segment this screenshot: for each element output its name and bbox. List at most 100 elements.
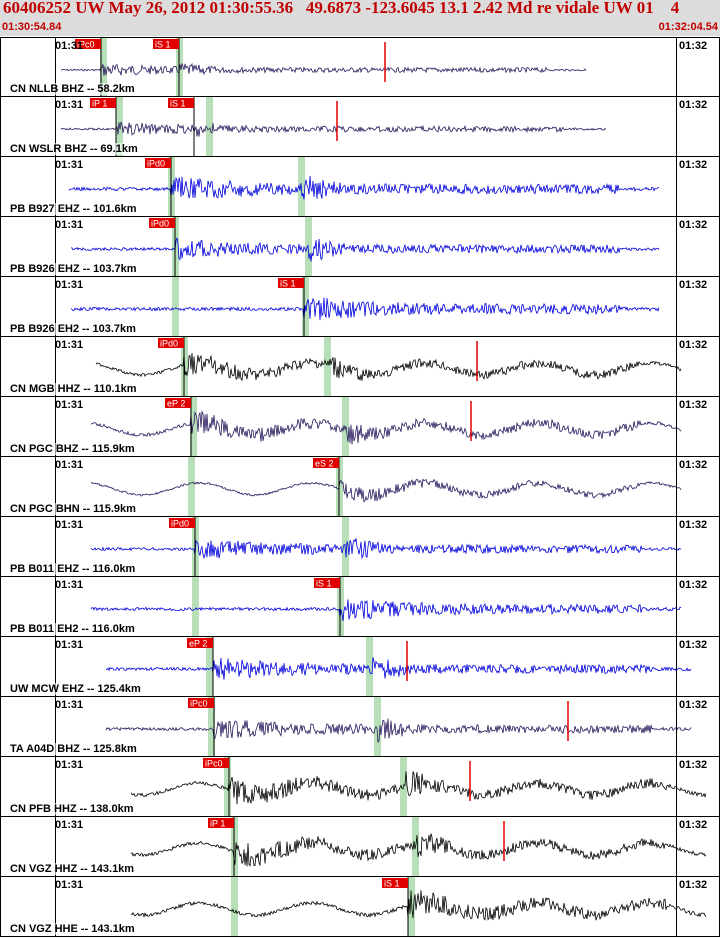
time-tick-left: 01:31	[55, 99, 84, 111]
minute-gridline	[55, 817, 56, 876]
minute-gridline	[55, 157, 56, 216]
seismogram-panel[interactable]: eP 2 01:31 01:32 UW MCW EHZ -- 125.4km	[0, 637, 720, 697]
time-tick-left: 01:31	[55, 579, 84, 591]
station-label: CN PGC BHN -- 115.9km	[10, 503, 136, 515]
time-tick-left: 01:31	[55, 279, 84, 291]
waveform-plot: eP 2	[105, 637, 692, 696]
seismogram-panel[interactable]: iPd0 01:31 01:32 PB B011 EHZ -- 116.0km	[0, 517, 720, 577]
pick-window	[224, 757, 231, 816]
pick-flag	[203, 758, 229, 768]
minute-gridline	[676, 757, 677, 816]
waveform-plot: iP 1	[130, 817, 707, 876]
event-title: 60406252 UW May 26, 2012 01:30:55.36 49.…	[3, 0, 680, 17]
time-tick-right: 01:32	[679, 279, 708, 291]
time-tick-right: 01:32	[679, 399, 708, 411]
station-label: CN WSLR BHZ -- 69.1km	[10, 143, 138, 155]
pick-window	[231, 877, 238, 936]
time-tick-right: 01:32	[679, 99, 708, 111]
pick-window	[366, 637, 373, 696]
seismogram-stack: iPc0 iS 1 01:31 01:32 CN NLLB BHZ -- 58.2km i…	[0, 37, 720, 938]
time-tick-left: 01:31	[55, 159, 84, 171]
waveform-trace	[130, 771, 707, 805]
waveform-plot: iS 1	[90, 577, 682, 636]
minute-gridline	[55, 517, 56, 576]
seismogram-panel[interactable]: eP 2 01:31 01:32 CN PGC BHZ -- 115.9km	[0, 397, 720, 457]
window-start-time: 01:30:54.84	[2, 21, 62, 33]
waveform-trace	[130, 833, 707, 867]
pick-window	[305, 217, 312, 276]
pick-label: iPc0	[77, 40, 95, 50]
pick-window	[190, 397, 197, 456]
pick-label: iS 1	[170, 99, 186, 109]
pick-label: iS 1	[384, 879, 400, 889]
station-label: CN VGZ HHE -- 143.1km	[10, 923, 135, 935]
waveform-trace	[60, 121, 607, 137]
time-tick-left: 01:31	[55, 519, 84, 531]
minute-gridline	[676, 337, 677, 396]
seismogram-panel[interactable]: iPd0 01:31 01:32 PB B926 EHZ -- 103.7km	[0, 217, 720, 277]
pick-label: eP 2	[189, 639, 207, 649]
pick-window	[188, 457, 195, 516]
minute-gridline	[676, 277, 677, 336]
waveform-trace	[60, 62, 587, 76]
pick-label: iP 1	[210, 819, 225, 829]
time-tick-right: 01:32	[679, 459, 708, 471]
time-tick-right: 01:32	[679, 699, 708, 711]
station-label: CN NLLB BHZ -- 58.2km	[10, 83, 135, 95]
waveform-plot: iPd0	[95, 337, 682, 396]
seismogram-panel[interactable]: iP 1 01:31 01:32 CN VGZ HHZ -- 143.1km	[0, 817, 720, 877]
seismogram-panel[interactable]: iPc0 iS 1 01:31 01:32 CN NLLB BHZ -- 58.2km	[0, 37, 720, 97]
pick-label: iPd0	[147, 159, 165, 169]
minute-gridline	[676, 817, 677, 876]
station-label: PB B011 EH2 -- 116.0km	[10, 623, 135, 635]
pick-flag	[169, 518, 195, 528]
pick-flag	[90, 98, 116, 108]
seismogram-panel[interactable]: iP 1 iS 1 01:31 01:32 CN WSLR BHZ -- 69.1km	[0, 97, 720, 157]
seismogram-panel[interactable]: eS 2 01:31 01:32 CN PGC BHN -- 115.9km	[0, 457, 720, 517]
seismogram-panel[interactable]: iS 1 01:31 01:32 PB B926 EH2 -- 103.7km	[0, 277, 720, 337]
pick-flag	[168, 98, 194, 108]
seismogram-panel[interactable]: iPc0 01:31 01:32 TA A04D BHZ -- 125.8km	[0, 697, 720, 757]
pick-flag	[313, 458, 339, 468]
minute-gridline	[55, 757, 56, 816]
time-tick-right: 01:32	[679, 219, 708, 231]
pick-flag	[165, 398, 191, 408]
seismogram-panel[interactable]: iPd0 01:31 01:32 PB B927 EHZ -- 101.6km	[0, 157, 720, 217]
seismogram-panel[interactable]: iPd0 01:31 01:32 CN MGB HHZ -- 110.1km	[0, 337, 720, 397]
station-label: CN PFB HHZ -- 138.0km	[10, 803, 134, 815]
minute-gridline	[55, 337, 56, 396]
waveform-plot: eP 2	[90, 397, 682, 456]
pick-label: iPc0	[190, 699, 208, 709]
time-tick-left: 01:31	[55, 40, 84, 52]
seismogram-panel[interactable]: iS 1 01:31 01:32 PB B011 EH2 -- 116.0km	[0, 577, 720, 637]
station-label: TA A04D BHZ -- 125.8km	[10, 743, 137, 755]
time-tick-right: 01:32	[679, 339, 708, 351]
pick-window	[324, 337, 331, 396]
pick-window	[208, 697, 215, 756]
waveform-plot: iPc0	[130, 757, 707, 816]
waveform-plot: iPc0	[105, 697, 692, 756]
minute-gridline	[676, 637, 677, 696]
pick-label: eS 2	[315, 459, 334, 469]
seismogram-panel[interactable]: iPc0 01:31 01:32 CN PFB HHZ -- 138.0km	[0, 757, 720, 817]
pick-window	[192, 577, 199, 636]
pick-label: iS 1	[280, 279, 296, 289]
time-tick-right: 01:32	[679, 579, 708, 591]
pick-label: iS 1	[155, 40, 171, 50]
waveform-plot: iPc0 iS 1	[60, 38, 587, 96]
minute-gridline	[676, 397, 677, 456]
pick-flag	[75, 39, 101, 49]
waveform-plot: iPd0	[70, 217, 660, 276]
waveform-trace	[70, 237, 660, 262]
minute-gridline	[55, 577, 56, 636]
waveform-trace	[70, 297, 660, 321]
waveform-trace	[68, 175, 660, 200]
pick-flag	[187, 638, 213, 648]
station-label: CN PGC BHZ -- 115.9km	[10, 443, 135, 455]
pick-flag	[382, 878, 408, 888]
station-label: PB B927 EHZ -- 101.6km	[10, 203, 137, 215]
seismogram-panel[interactable]: iS 1 01:31 01:32 CN VGZ HHE -- 143.1km	[0, 877, 720, 937]
waveform-plot: eS 2	[90, 457, 682, 516]
pick-flag	[145, 158, 171, 168]
pick-window	[206, 97, 213, 156]
